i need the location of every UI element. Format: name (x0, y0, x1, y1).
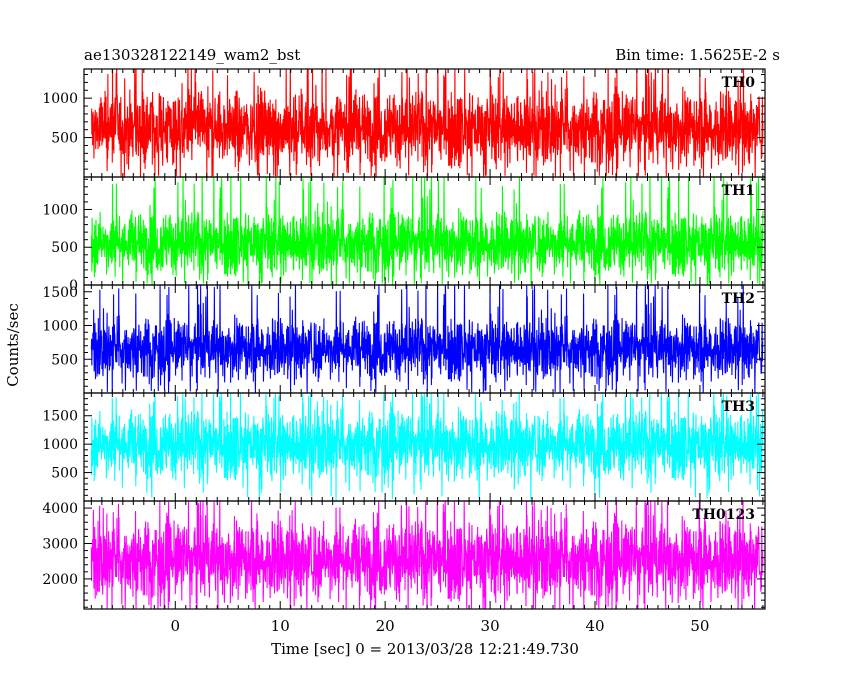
panel-label: TH1 (722, 183, 755, 199)
panel-frame (83, 500, 766, 610)
x-tick-label: 30 (481, 617, 500, 635)
y-tick-label: 1000 (42, 437, 78, 453)
panel-label: TH0123 (692, 507, 755, 523)
panel-th2: TH2 500 1000 1500 (42, 284, 766, 394)
panel-stack: TH05001000TH105001000TH250010001500TH350… (42, 68, 766, 635)
y-tick-label: 4000 (42, 501, 78, 517)
x-tick-label: 20 (376, 617, 395, 635)
series-th1 (90, 177, 764, 285)
panel-th3: TH3 500 1000 1500 (42, 392, 766, 502)
series-th3 (90, 393, 764, 501)
series-th0123 (90, 501, 764, 609)
series-th2 (90, 285, 764, 393)
panel-th0: TH0 500 1000 (42, 68, 766, 178)
x-axis-label: Time [sec] 0 = 2013/03/28 12:21:49.730 (271, 640, 579, 658)
y-tick-label: 1500 (42, 285, 78, 301)
panel-th1: TH1 0 500 1000 (42, 176, 766, 294)
panel-label: TH2 (722, 291, 755, 307)
y-tick-label: 1000 (42, 319, 78, 335)
panel-label: TH0 (722, 75, 756, 91)
x-tick-label: 50 (690, 617, 709, 635)
bin-time-label: Bin time: 1.5625E-2 s (615, 46, 780, 64)
y-tick-label: 3000 (42, 536, 78, 552)
y-tick-label: 1000 (42, 202, 78, 218)
panel-label: TH3 (722, 399, 755, 415)
y-tick-label: 500 (51, 352, 78, 368)
series-th0 (91, 69, 764, 177)
x-tick-label: 0 (171, 617, 181, 635)
y-axis-label: Counts/sec (4, 303, 22, 387)
panel-th0123: TH0123 2000 3000 4000 (42, 500, 766, 610)
chart-title: ae130328122149_wam2_bst (84, 46, 300, 64)
x-tick-label: 40 (585, 617, 604, 635)
y-tick-label: 1000 (42, 91, 78, 107)
y-tick-label: 2000 (42, 572, 78, 588)
y-tick-label: 500 (51, 466, 78, 482)
y-tick-label: 0 (69, 278, 78, 294)
y-tick-label: 500 (51, 240, 78, 256)
y-tick-label: 1500 (42, 409, 78, 425)
x-tick-label: 10 (271, 617, 290, 635)
y-tick-label: 500 (51, 131, 78, 147)
